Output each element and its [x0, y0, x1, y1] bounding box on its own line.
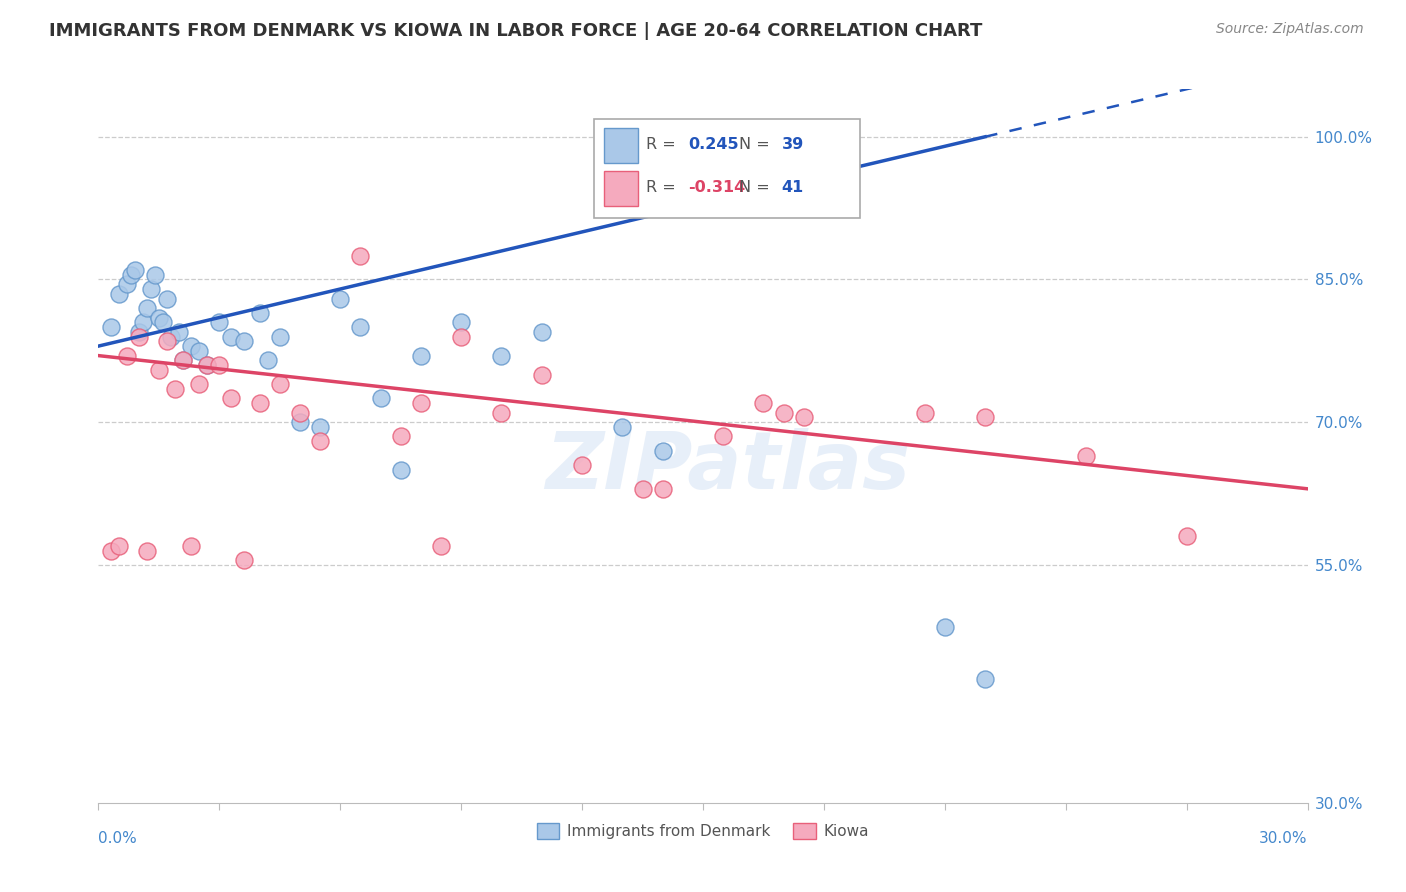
- Point: [180, 339, 202, 353]
- Point: [139, 282, 162, 296]
- Point: [208, 358, 231, 372]
- Point: [974, 672, 997, 686]
- Point: [491, 406, 513, 420]
- FancyBboxPatch shape: [595, 120, 860, 218]
- Point: [120, 268, 142, 282]
- Point: [772, 406, 794, 420]
- Point: [124, 263, 146, 277]
- Point: [208, 315, 231, 329]
- Point: [409, 349, 432, 363]
- Point: [128, 325, 150, 339]
- Legend: Immigrants from Denmark, Kiowa: Immigrants from Denmark, Kiowa: [530, 817, 876, 845]
- Point: [135, 301, 157, 315]
- Point: [491, 349, 513, 363]
- Text: N =: N =: [740, 137, 775, 153]
- Point: [195, 358, 218, 372]
- Text: 39: 39: [782, 137, 804, 153]
- Point: [100, 543, 122, 558]
- Text: 0.245: 0.245: [689, 137, 740, 153]
- Text: 30.0%: 30.0%: [1260, 831, 1308, 847]
- Point: [256, 353, 278, 368]
- Point: [188, 343, 211, 358]
- Point: [370, 392, 392, 406]
- Point: [115, 349, 138, 363]
- Point: [530, 325, 553, 339]
- Point: [152, 315, 174, 329]
- Point: [711, 429, 734, 443]
- Point: [651, 482, 673, 496]
- Text: R =: R =: [647, 137, 681, 153]
- Point: [188, 377, 211, 392]
- Point: [156, 292, 179, 306]
- Text: 0.0%: 0.0%: [98, 831, 138, 847]
- Point: [221, 392, 243, 406]
- Point: [793, 410, 815, 425]
- Point: [148, 363, 170, 377]
- Point: [631, 482, 654, 496]
- Point: [107, 539, 129, 553]
- Text: 41: 41: [782, 180, 804, 195]
- Point: [530, 368, 553, 382]
- Text: ZIPatlas: ZIPatlas: [544, 428, 910, 507]
- Point: [651, 443, 673, 458]
- Point: [269, 377, 291, 392]
- Point: [1074, 449, 1097, 463]
- Text: IMMIGRANTS FROM DENMARK VS KIOWA IN LABOR FORCE | AGE 20-64 CORRELATION CHART: IMMIGRANTS FROM DENMARK VS KIOWA IN LABO…: [49, 22, 983, 40]
- Point: [107, 286, 129, 301]
- Point: [249, 306, 271, 320]
- Point: [389, 463, 412, 477]
- Point: [148, 310, 170, 325]
- Point: [612, 420, 634, 434]
- Point: [232, 553, 254, 567]
- Point: [232, 334, 254, 349]
- Point: [143, 268, 166, 282]
- Point: [132, 315, 155, 329]
- Point: [195, 358, 218, 372]
- Point: [349, 249, 371, 263]
- Point: [450, 315, 472, 329]
- Bar: [603, 128, 638, 162]
- Point: [349, 320, 371, 334]
- Point: [309, 420, 332, 434]
- Point: [329, 292, 352, 306]
- Point: [752, 396, 775, 410]
- Point: [1175, 529, 1198, 543]
- Point: [221, 329, 243, 343]
- Point: [128, 329, 150, 343]
- Point: [309, 434, 332, 449]
- Point: [269, 329, 291, 343]
- Bar: [603, 171, 638, 205]
- Point: [288, 415, 311, 429]
- Point: [163, 382, 186, 396]
- Point: [156, 334, 179, 349]
- Point: [430, 539, 453, 553]
- Point: [167, 325, 190, 339]
- Point: [172, 353, 194, 368]
- Point: [450, 329, 472, 343]
- Point: [135, 543, 157, 558]
- Point: [115, 277, 138, 292]
- Point: [160, 329, 183, 343]
- Point: [389, 429, 412, 443]
- Point: [914, 406, 936, 420]
- Text: R =: R =: [647, 180, 681, 195]
- Point: [100, 320, 122, 334]
- Point: [249, 396, 271, 410]
- Point: [974, 410, 997, 425]
- Point: [180, 539, 202, 553]
- Point: [571, 458, 593, 472]
- Text: -0.314: -0.314: [689, 180, 745, 195]
- Text: N =: N =: [740, 180, 775, 195]
- Point: [409, 396, 432, 410]
- Point: [172, 353, 194, 368]
- Point: [934, 620, 956, 634]
- Text: Source: ZipAtlas.com: Source: ZipAtlas.com: [1216, 22, 1364, 37]
- Point: [288, 406, 311, 420]
